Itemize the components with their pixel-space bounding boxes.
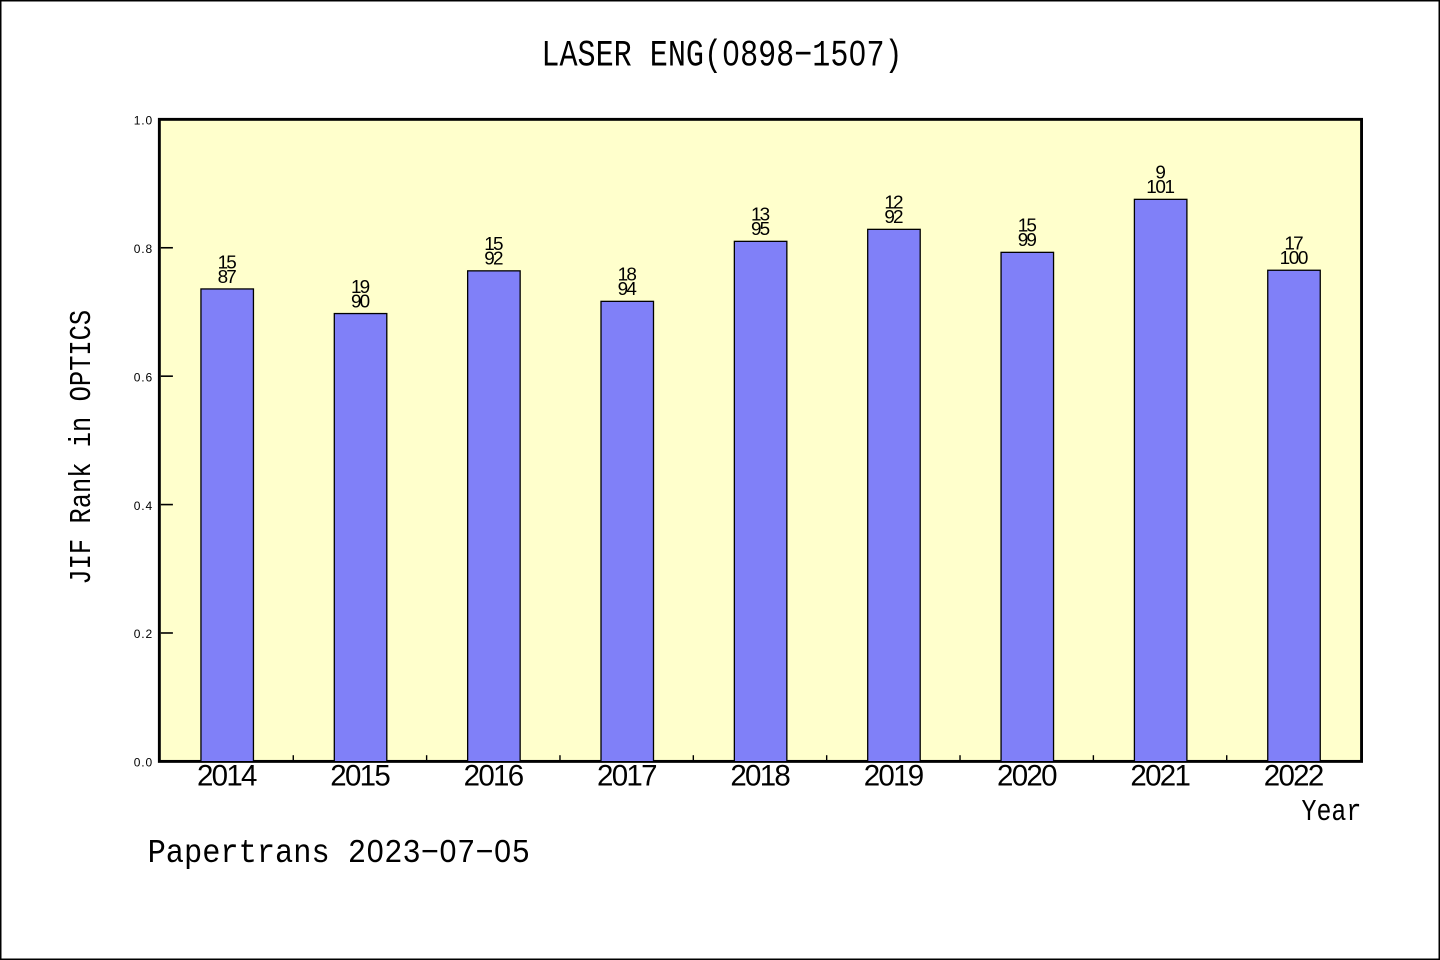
svg-text:100: 100 — [1280, 248, 1309, 269]
svg-text:15: 15 — [1018, 216, 1037, 237]
svg-text:9: 9 — [1155, 163, 1166, 184]
svg-text:0.2: 0.2 — [134, 627, 153, 641]
svg-text:2015: 2015 — [330, 760, 391, 793]
svg-text:2018: 2018 — [730, 760, 791, 793]
svg-text:18: 18 — [618, 265, 637, 286]
svg-text:15: 15 — [484, 234, 503, 255]
svg-text:13: 13 — [751, 205, 770, 226]
svg-text:90: 90 — [351, 291, 370, 312]
svg-text:2017: 2017 — [597, 760, 658, 793]
svg-text:2022: 2022 — [1264, 760, 1325, 793]
svg-text:1.0: 1.0 — [134, 114, 153, 128]
svg-text:92: 92 — [884, 207, 903, 228]
svg-text:2021: 2021 — [1130, 760, 1191, 793]
svg-text:0.4: 0.4 — [134, 499, 153, 513]
svg-text:2014: 2014 — [197, 760, 258, 793]
svg-text:12: 12 — [884, 193, 903, 214]
svg-text:2020: 2020 — [997, 760, 1058, 793]
svg-text:94: 94 — [618, 279, 637, 300]
svg-text:Year: Year — [1302, 796, 1362, 830]
svg-text:0.0: 0.0 — [134, 756, 153, 770]
svg-text:Papertrans 2023−07−05: Papertrans 2023−07−05 — [148, 835, 530, 872]
svg-text:92: 92 — [484, 249, 503, 270]
svg-text:19: 19 — [351, 277, 370, 298]
svg-text:2019: 2019 — [864, 760, 925, 793]
svg-text:101: 101 — [1146, 177, 1175, 198]
svg-text:95: 95 — [751, 219, 770, 240]
svg-text:0.6: 0.6 — [134, 370, 153, 384]
svg-text:LASER ENG(0898−1507): LASER ENG(0898−1507) — [541, 36, 902, 78]
svg-text:JIF Rank in OPTICS: JIF Rank in OPTICS — [66, 310, 100, 585]
svg-text:2016: 2016 — [464, 760, 525, 793]
svg-text:99: 99 — [1018, 230, 1037, 251]
svg-text:17: 17 — [1284, 234, 1303, 255]
svg-text:87: 87 — [218, 267, 237, 288]
svg-text:15: 15 — [218, 252, 237, 273]
svg-text:0.8: 0.8 — [134, 242, 153, 256]
